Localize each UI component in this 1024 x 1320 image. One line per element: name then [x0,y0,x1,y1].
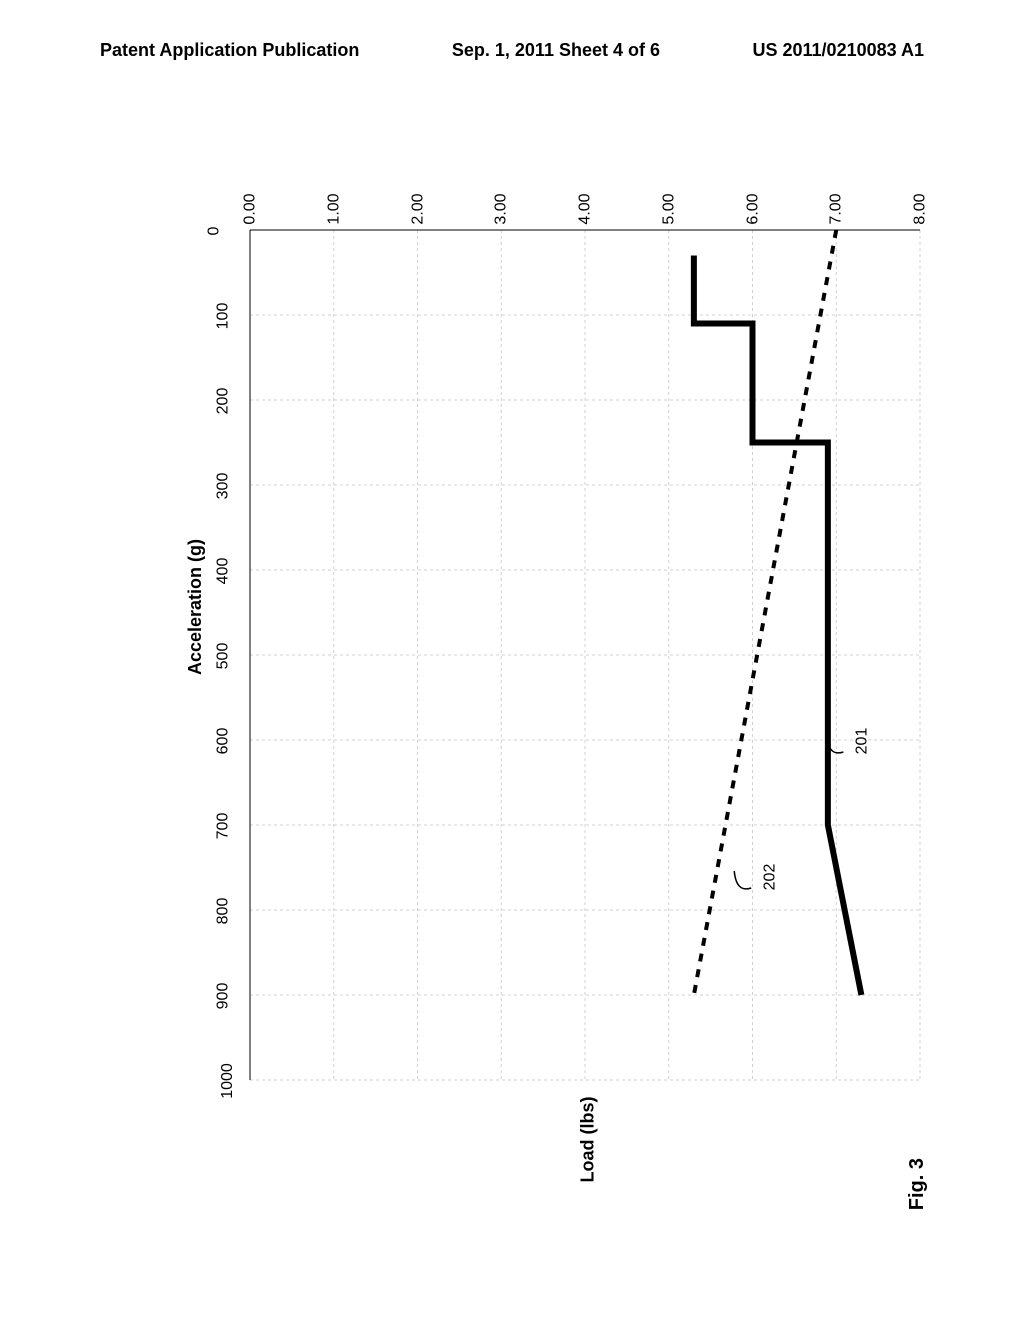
xtick-label: 0 [205,227,223,236]
figure-label: Fig. 3 [906,1158,929,1210]
ytick-label: 3.00 [493,193,511,224]
header-center: Sep. 1, 2011 Sheet 4 of 6 [452,40,660,61]
xtick-label: 1000 [219,1063,237,1099]
ytick-label: 1.00 [325,193,343,224]
y-axis-label: Acceleration (g) [185,539,206,675]
xtick-label: 500 [214,643,232,670]
xtick-label: 600 [214,728,232,755]
page-header: Patent Application Publication Sep. 1, 2… [0,40,1024,61]
header-left: Patent Application Publication [100,40,359,61]
xtick-label: 200 [214,388,232,415]
xtick-label: 400 [214,558,232,585]
callout-202: 202 [762,864,780,891]
ytick-label: 4.00 [577,193,595,224]
ytick-label: 8.00 [912,193,930,224]
callout-201: 201 [854,728,872,755]
x-axis-label: Load (lbs) [578,1097,599,1183]
xtick-label: 300 [214,473,232,500]
ytick-label: 7.00 [828,193,846,224]
ytick-label: 0.00 [242,193,260,224]
ytick-label: 5.00 [660,193,678,224]
xtick-label: 700 [214,813,232,840]
xtick-label: 100 [214,303,232,330]
ytick-label: 2.00 [409,193,427,224]
ytick-label: 6.00 [744,193,762,224]
xtick-label: 900 [214,983,232,1010]
callout-leader-202 [734,871,751,889]
header-right: US 2011/0210083 A1 [753,40,924,61]
chart-container: Acceleration (g) Load (lbs) Fig. 3 0.001… [50,150,974,1170]
xtick-label: 800 [214,898,232,925]
